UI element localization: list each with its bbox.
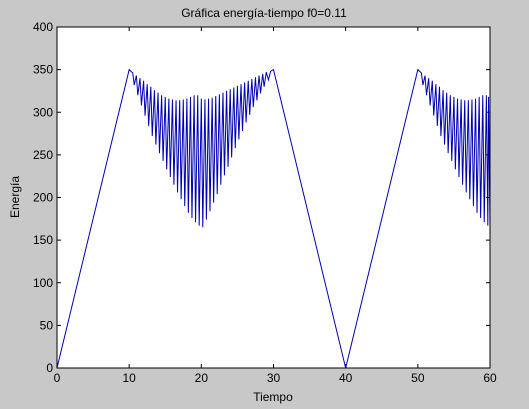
x-tick-label: 20 [195,371,209,385]
y-tick-label: 100 [33,276,53,290]
y-tick-label: 150 [33,233,53,247]
axes-background [57,27,490,368]
x-tick-label: 40 [339,371,353,385]
energy-series-line [56,68,491,369]
x-tick-label: 0 [54,371,61,385]
y-tick-label: 400 [33,20,53,34]
y-tick-label: 0 [46,361,53,375]
y-tick-label: 250 [33,148,53,162]
y-axis-label: Energía [8,176,22,218]
y-tick-label: 50 [40,318,54,332]
chart-title: Gráfica energía-tiempo f0=0.11 [181,6,347,20]
y-tick-label: 200 [33,191,53,205]
axes-frame [56,26,491,369]
y-tick-label: 300 [33,105,53,119]
x-tick-label: 10 [122,371,136,385]
x-tick-label: 60 [483,371,497,385]
x-axis-label: Tiempo [253,390,293,404]
x-tick-label: 50 [411,371,425,385]
ticks: 0 10 20 30 40 50 60 0 50 100 150 200 250 300 350 400 [33,20,497,385]
x-tick-label: 30 [267,371,281,385]
y-tick-label: 350 [33,63,53,77]
